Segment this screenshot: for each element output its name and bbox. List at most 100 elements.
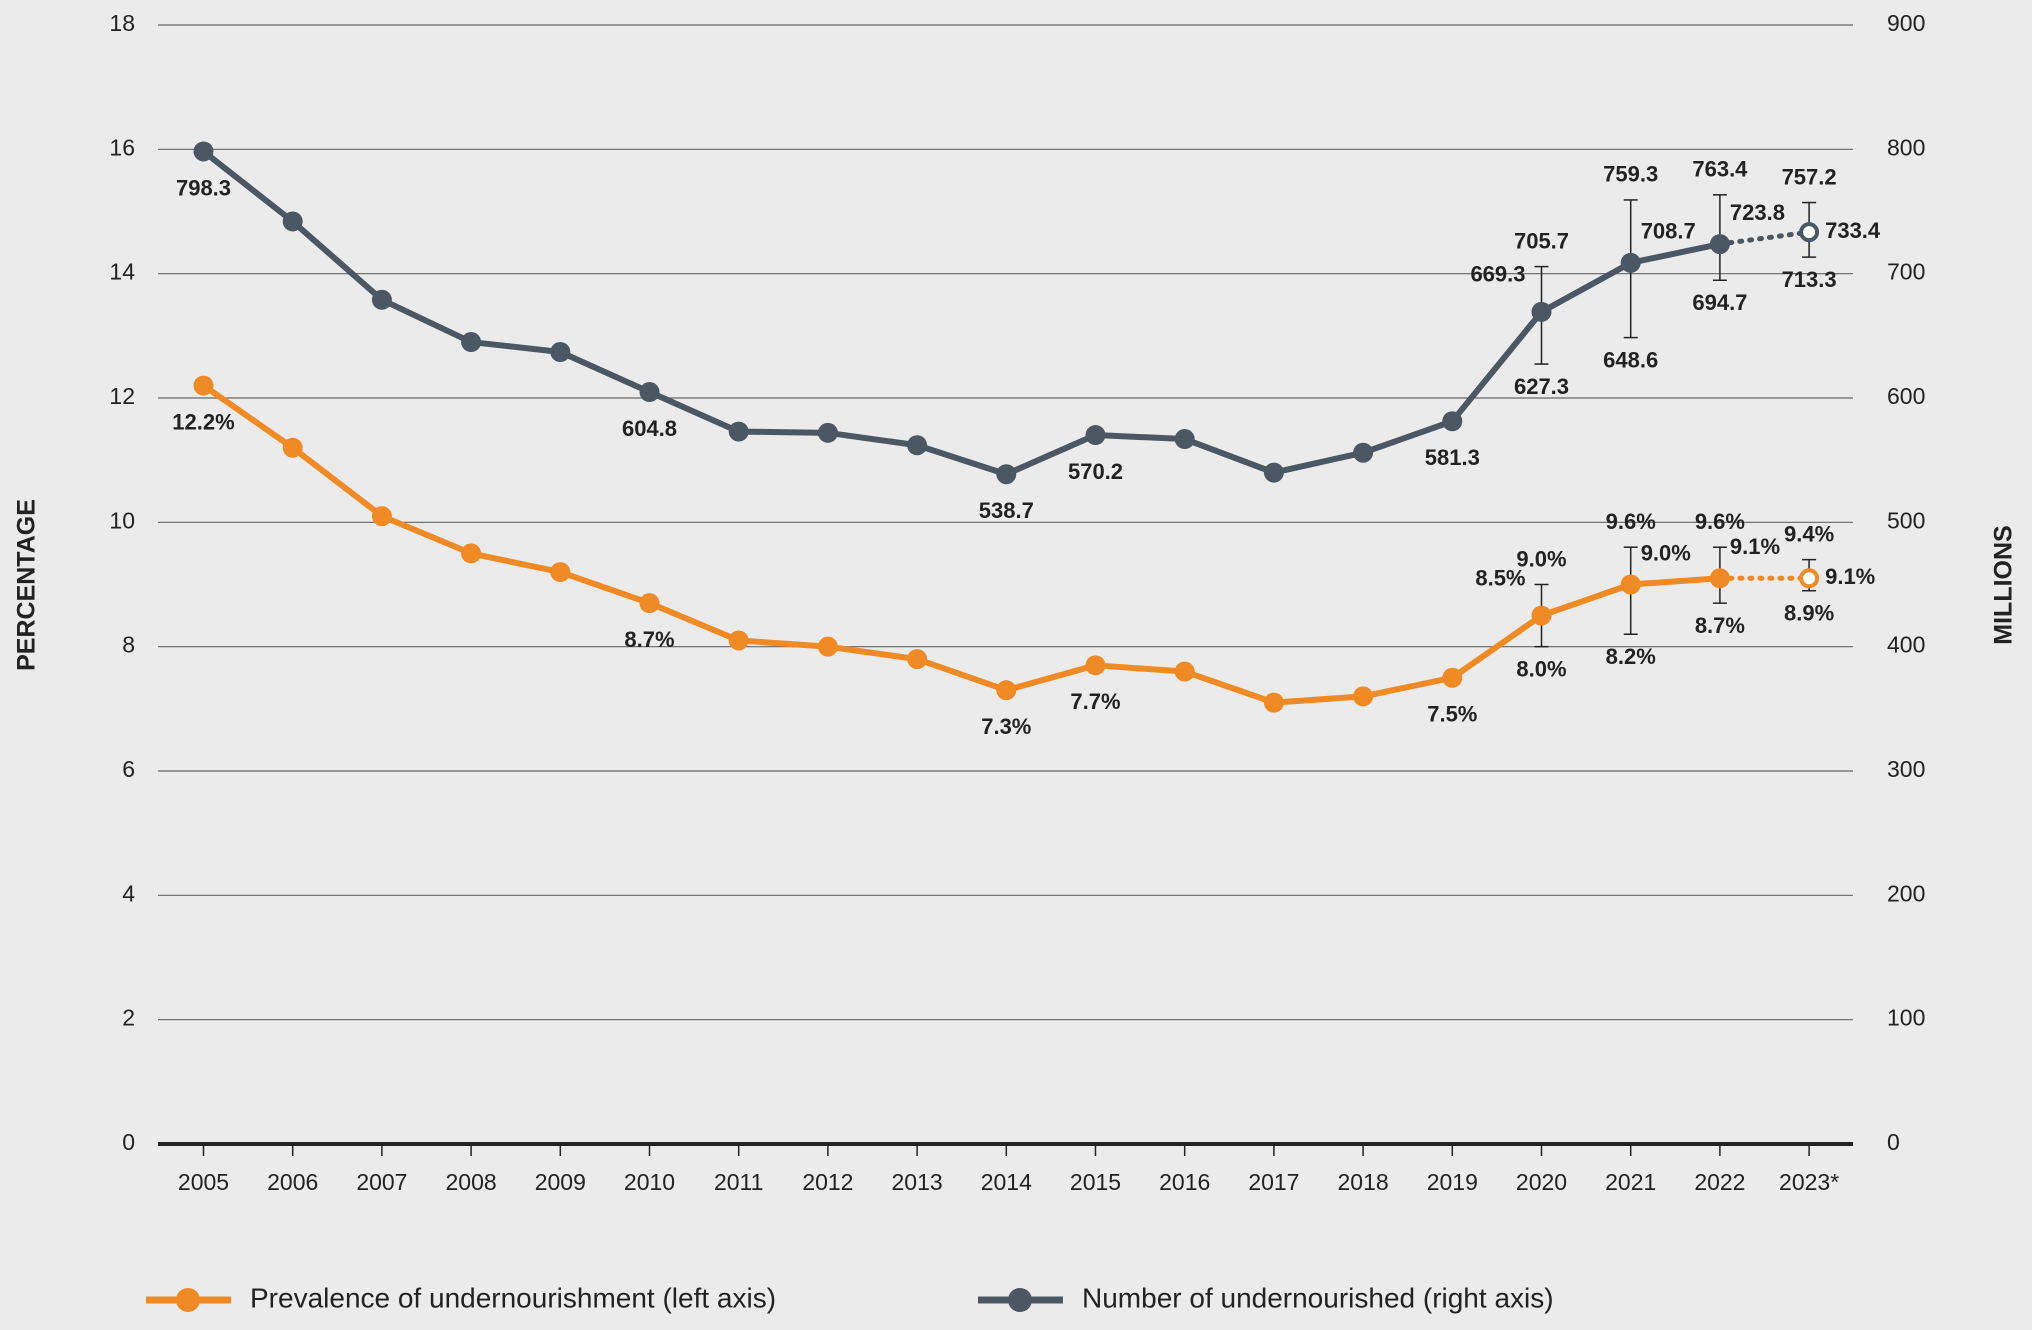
x-tick-label: 2018 xyxy=(1338,1169,1389,1195)
marker xyxy=(639,593,660,614)
legend-marker xyxy=(1008,1288,1032,1312)
error-label: 9.6% xyxy=(1695,509,1745,534)
legend-marker xyxy=(176,1288,200,1312)
x-tick-label: 2020 xyxy=(1516,1169,1567,1195)
marker xyxy=(1085,425,1106,446)
marker xyxy=(996,464,1017,485)
marker xyxy=(193,141,214,162)
marker xyxy=(1442,667,1463,688)
marker xyxy=(728,630,749,651)
x-tick-label: 2015 xyxy=(1070,1169,1121,1195)
error-label: 8.9% xyxy=(1784,601,1834,626)
x-tick-label: 2007 xyxy=(356,1169,407,1195)
y2-tick-label: 800 xyxy=(1887,134,1925,160)
y-tick-label: 16 xyxy=(109,134,135,160)
y2-tick-label: 700 xyxy=(1887,259,1925,285)
marker xyxy=(907,435,928,456)
value-label: 669.3 xyxy=(1470,262,1525,287)
y2-tick-label: 200 xyxy=(1887,880,1925,906)
y2-tick-label: 900 xyxy=(1887,10,1925,36)
y-axis-title: PERCENTAGE xyxy=(13,499,41,671)
error-label: 705.7 xyxy=(1514,228,1569,253)
marker xyxy=(371,289,392,310)
y2-tick-label: 600 xyxy=(1887,383,1925,409)
error-label: 648.6 xyxy=(1603,347,1658,372)
y2-tick-label: 500 xyxy=(1887,507,1925,533)
value-label: 8.7% xyxy=(624,627,674,652)
value-label: 7.7% xyxy=(1070,689,1120,714)
marker xyxy=(550,341,571,362)
x-tick-label: 2012 xyxy=(802,1169,853,1195)
marker xyxy=(1620,252,1641,273)
marker xyxy=(1085,655,1106,676)
y2-axis-title: MILLIONS xyxy=(1990,525,2018,644)
y-tick-label: 14 xyxy=(109,259,135,285)
x-tick-label: 2013 xyxy=(892,1169,943,1195)
y2-tick-label: 300 xyxy=(1887,756,1925,782)
marker xyxy=(461,543,482,564)
marker xyxy=(1531,301,1552,322)
y-tick-label: 6 xyxy=(122,756,135,782)
marker xyxy=(371,506,392,527)
y-tick-label: 2 xyxy=(122,1005,135,1031)
marker xyxy=(461,332,482,353)
value-label: 9.0% xyxy=(1641,540,1691,565)
marker xyxy=(1263,462,1284,483)
value-label: 9.1% xyxy=(1730,534,1780,559)
marker xyxy=(1174,429,1195,450)
value-label: 570.2 xyxy=(1068,459,1123,484)
x-tick-label: 2009 xyxy=(535,1169,586,1195)
marker xyxy=(817,422,838,443)
marker xyxy=(1620,574,1641,595)
marker xyxy=(193,375,214,396)
y2-tick-label: 0 xyxy=(1887,1129,1900,1155)
marker xyxy=(817,636,838,657)
marker xyxy=(1799,222,1820,243)
marker xyxy=(996,680,1017,701)
x-tick-label: 2016 xyxy=(1159,1169,1210,1195)
error-label: 763.4 xyxy=(1692,157,1748,182)
y-tick-label: 18 xyxy=(109,10,135,36)
error-label: 9.0% xyxy=(1516,546,1566,571)
legend-label: Prevalence of undernourishment (left axi… xyxy=(250,1282,776,1313)
y-tick-label: 4 xyxy=(122,880,135,906)
marker xyxy=(282,437,303,458)
value-label: 7.5% xyxy=(1427,702,1477,727)
y-tick-label: 0 xyxy=(122,1129,135,1155)
value-label: 798.3 xyxy=(176,175,231,200)
value-label: 604.8 xyxy=(622,416,677,441)
error-label: 694.7 xyxy=(1692,290,1747,315)
legend-label: Number of undernourished (right axis) xyxy=(1082,1282,1554,1313)
error-label: 757.2 xyxy=(1782,164,1837,189)
error-label: 8.2% xyxy=(1606,644,1656,669)
x-tick-label: 2011 xyxy=(714,1169,763,1195)
marker xyxy=(1709,234,1730,255)
marker xyxy=(1709,568,1730,589)
value-label: 8.5% xyxy=(1475,565,1525,590)
x-tick-label: 2023* xyxy=(1779,1169,1839,1195)
value-label: 733.4 xyxy=(1825,218,1881,243)
error-label: 8.7% xyxy=(1695,613,1745,638)
marker xyxy=(1442,411,1463,432)
x-tick-label: 2010 xyxy=(624,1169,675,1195)
series-line xyxy=(201,149,1721,478)
marker xyxy=(639,382,660,403)
error-label: 9.4% xyxy=(1784,521,1834,546)
error-label: 713.3 xyxy=(1782,267,1837,292)
value-label: 7.3% xyxy=(981,714,1031,739)
y2-tick-label: 100 xyxy=(1887,1005,1925,1031)
x-tick-label: 2017 xyxy=(1248,1169,1299,1195)
marker xyxy=(1353,442,1374,463)
error-label: 759.3 xyxy=(1603,162,1658,187)
value-label: 708.7 xyxy=(1641,219,1696,244)
series-line xyxy=(201,383,1721,706)
marker xyxy=(1799,568,1820,589)
marker xyxy=(1531,605,1552,626)
x-tick-label: 2005 xyxy=(178,1169,229,1195)
y-tick-label: 12 xyxy=(109,383,135,409)
marker xyxy=(282,211,303,232)
x-tick-label: 2006 xyxy=(267,1169,318,1195)
x-tick-label: 2019 xyxy=(1427,1169,1478,1195)
y-tick-label: 10 xyxy=(109,507,135,533)
